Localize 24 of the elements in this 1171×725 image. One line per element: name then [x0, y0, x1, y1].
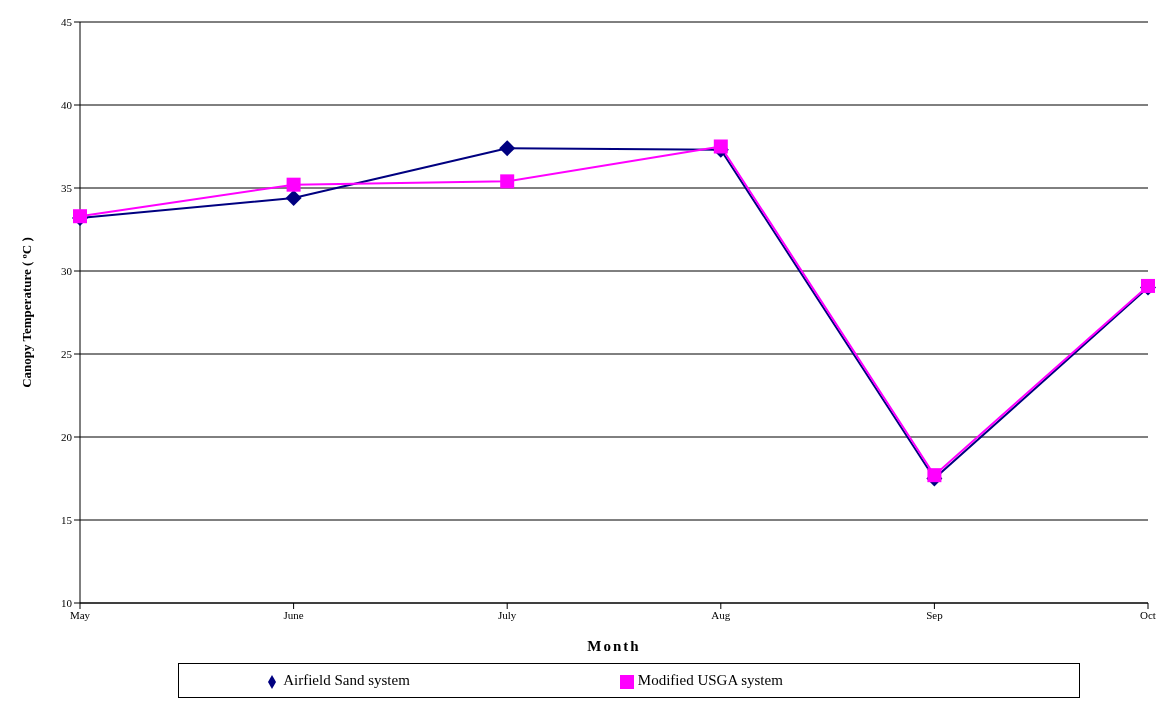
x-tick-label: June — [283, 608, 304, 621]
x-tick-label: Sep — [926, 608, 944, 621]
y-tick-label: 35 — [61, 181, 73, 194]
y-axis-title: Canopy Temperature ( ºC ) — [18, 237, 34, 388]
legend-label: Modified USGA system — [637, 672, 783, 688]
x-axis-title: Month — [587, 638, 641, 654]
y-tick-label: 10 — [61, 596, 73, 609]
legend-label: Airfield Sand system — [283, 672, 410, 688]
point — [500, 174, 515, 189]
x-tick-label: July — [498, 608, 517, 621]
y-tick-label: 15 — [61, 513, 73, 526]
point — [285, 189, 302, 206]
x-tick-label: May — [69, 608, 91, 621]
y-tick-label: 30 — [61, 264, 73, 277]
y-tick-label: 45 — [61, 15, 73, 28]
x-tick-label: Oct — [1140, 608, 1156, 621]
point — [713, 139, 728, 154]
point — [499, 140, 516, 157]
y-tick-label: 25 — [61, 347, 73, 360]
point — [927, 468, 942, 483]
point — [286, 177, 301, 192]
y-tick-label: 20 — [61, 430, 73, 443]
y-tick-label: 40 — [61, 98, 73, 111]
x-tick-label: Aug — [711, 608, 731, 621]
